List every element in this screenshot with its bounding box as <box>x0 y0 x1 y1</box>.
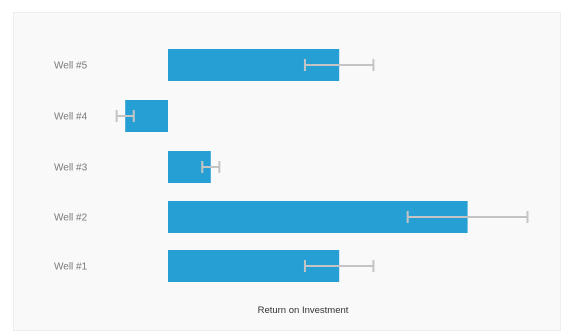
error-bar <box>303 59 375 71</box>
category-label: Well #3 <box>54 163 88 174</box>
roi-bar-chart: Well #5 Well #4 Well #3 Well #2 Well #1 Retu… <box>54 49 529 316</box>
category-label: Well #5 <box>54 61 88 72</box>
category-label: Well #1 <box>54 262 88 273</box>
error-bar <box>201 161 221 173</box>
category-labels: Well #5 Well #4 Well #3 Well #2 Well #1 <box>54 61 88 273</box>
error-bar <box>406 211 529 223</box>
category-label: Well #4 <box>54 112 88 123</box>
bars <box>125 49 468 282</box>
chart-panel: Well #5 Well #4 Well #3 Well #2 Well #1 Retu… <box>13 12 561 331</box>
category-label: Well #2 <box>54 213 88 224</box>
error-bar <box>115 110 135 122</box>
error-bar <box>303 260 375 272</box>
x-axis-title: Return on Investment <box>258 305 349 316</box>
error-bars <box>115 59 529 272</box>
